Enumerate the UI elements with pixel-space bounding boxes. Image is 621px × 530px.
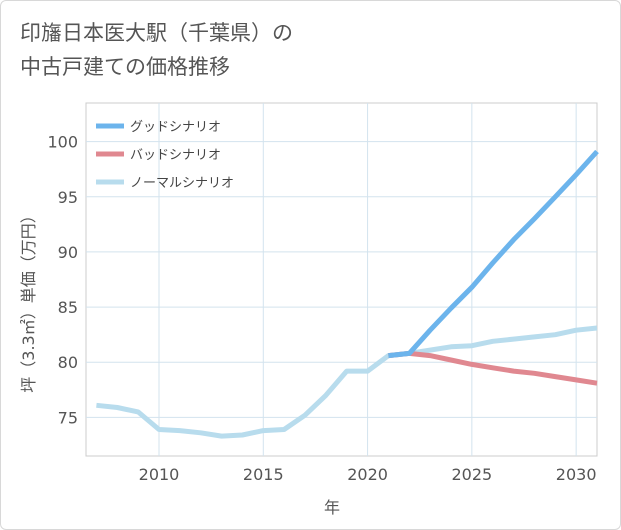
plot-area	[85, 102, 598, 457]
y-tick-label: 80	[58, 353, 78, 372]
legend-label: バッドシナリオ	[130, 148, 221, 163]
chart-title-line-2: 中古戸建ての価格推移	[20, 55, 230, 79]
chart-title-line-1: 印旛日本医大駅（千葉県）の	[20, 21, 293, 45]
legend-label: グッドシナリオ	[130, 120, 221, 135]
y-tick-label: 90	[58, 243, 78, 262]
series-lines	[96, 149, 599, 439]
y-axis-label: 坪（3.3㎡）単価（万円）	[19, 207, 38, 392]
y-tick-label: 85	[58, 298, 78, 317]
x-tick-labels: 2010 2015 2020 2025 2030	[139, 465, 597, 484]
y-tick-label: 100	[47, 133, 78, 152]
grid-lines	[86, 103, 597, 456]
series-line-3	[96, 325, 598, 439]
y-tick-label: 75	[58, 408, 78, 427]
x-tick-label: 2015	[243, 465, 284, 484]
series-line-2	[388, 350, 598, 386]
series-line-1	[388, 149, 599, 359]
legend-label: ノーマルシナリオ	[130, 176, 234, 191]
chart-title: 印旛日本医大駅（千葉県）の 中古戸建ての価格推移	[20, 16, 293, 84]
x-tick-label: 2010	[139, 465, 180, 484]
x-tick-label: 2020	[347, 465, 388, 484]
x-tick-label: 2025	[451, 465, 492, 484]
x-axis-label: 年	[324, 498, 340, 517]
y-tick-labels: 75 80 85 90 95 100	[47, 133, 78, 428]
y-tick-label: 95	[58, 188, 78, 207]
x-tick-label: 2030	[556, 465, 597, 484]
